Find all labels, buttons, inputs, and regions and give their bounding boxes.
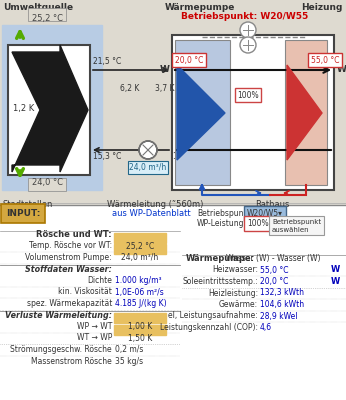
Text: Rathaus: Rathaus	[255, 200, 289, 209]
Bar	[308, 53, 342, 67]
Text: 20,0 °C: 20,0 °C	[260, 277, 288, 286]
Polygon shape	[287, 65, 322, 160]
Text: 104,6 kWth: 104,6 kWth	[260, 300, 304, 309]
Text: 16,3 °C: 16,3 °C	[173, 152, 201, 161]
Text: Gewärme:: Gewärme:	[219, 300, 258, 309]
Text: 1,2 K: 1,2 K	[13, 104, 34, 114]
Text: 24,0 m³/h: 24,0 m³/h	[129, 163, 167, 172]
Text: Temp. Rösche vor WT:: Temp. Rösche vor WT:	[29, 242, 112, 250]
Text: Soleeintrittsstemp.:: Soleeintrittsstemp.:	[182, 277, 258, 286]
Text: 55,0 °C: 55,0 °C	[311, 56, 339, 64]
Text: W: W	[331, 277, 340, 286]
Bar	[114, 244, 166, 254]
Bar	[28, 178, 66, 191]
Text: 6,2 K: 6,2 K	[120, 84, 139, 93]
Bar	[28, 8, 66, 21]
Text: 24,0 m³/h: 24,0 m³/h	[121, 253, 158, 262]
Text: 35 kg/s: 35 kg/s	[115, 356, 143, 366]
Text: W: W	[160, 66, 170, 74]
Text: 100%: 100%	[247, 219, 268, 228]
Text: spez. Wärmekapazität: spez. Wärmekapazität	[27, 299, 112, 308]
Text: Betriebspunkt:: Betriebspunkt:	[197, 209, 254, 218]
Text: 4,6: 4,6	[260, 323, 272, 332]
Text: 132,3 kWth: 132,3 kWth	[260, 288, 304, 298]
Bar	[8, 45, 90, 175]
Text: Massenstrom Rösche: Massenstrom Rösche	[31, 356, 112, 366]
Text: 20,0 °C: 20,0 °C	[175, 56, 203, 64]
Text: Wärmepumpe: Wärmepumpe	[165, 3, 235, 12]
Text: Heizleistung:: Heizleistung:	[208, 288, 258, 298]
Polygon shape	[12, 45, 88, 172]
Text: WT → WP: WT → WP	[76, 334, 112, 342]
Text: Strömungsgeschw. Rösche: Strömungsgeschw. Rösche	[10, 345, 112, 354]
Bar	[172, 53, 206, 67]
Bar	[0, 0, 346, 205]
Text: Heizwasser:: Heizwasser:	[212, 266, 258, 274]
Text: 1,0E-06 m²/s: 1,0E-06 m²/s	[115, 288, 164, 296]
Text: kin. Viskosität: kin. Viskosität	[58, 288, 112, 296]
Text: 21,5 °C: 21,5 °C	[93, 57, 121, 66]
Text: Dichte: Dichte	[87, 276, 112, 285]
Text: 15,3 °C: 15,3 °C	[93, 152, 121, 161]
Text: Rösche und WT:: Rösche und WT:	[36, 230, 112, 239]
Bar	[285, 40, 327, 185]
Text: Stoffdaten Wasser:: Stoffdaten Wasser:	[25, 264, 112, 274]
Text: Betriebspunkt: W20/W55: Betriebspunkt: W20/W55	[181, 12, 309, 21]
Text: 25,2 °C: 25,2 °C	[31, 14, 63, 23]
Bar	[2, 25, 102, 190]
Text: WP-Leistung:: WP-Leistung:	[197, 219, 247, 228]
Text: 3,7 K: 3,7 K	[155, 84, 174, 93]
Text: W: W	[331, 266, 340, 274]
Text: W20/W5▾: W20/W5▾	[247, 209, 283, 218]
Circle shape	[139, 141, 157, 159]
Text: 1.000 kg/m³: 1.000 kg/m³	[115, 276, 162, 285]
Circle shape	[240, 22, 256, 38]
Text: 25,2 °C: 25,2 °C	[126, 242, 154, 250]
Text: 1,50 K: 1,50 K	[128, 334, 152, 342]
Text: 24,0 °C: 24,0 °C	[31, 178, 63, 187]
Text: 28,9 kWel: 28,9 kWel	[260, 312, 298, 320]
Text: Leistungskennzahl (COP):: Leistungskennzahl (COP):	[160, 323, 258, 332]
Text: Betriebspunkt
auswählen: Betriebspunkt auswählen	[272, 219, 321, 232]
Bar	[114, 232, 166, 242]
Text: 1,00 K: 1,00 K	[128, 322, 152, 331]
Bar	[114, 313, 166, 323]
Text: Volumenstrom Pumpe:: Volumenstrom Pumpe:	[25, 253, 112, 262]
Text: W: W	[337, 66, 346, 74]
Text: Wärmeleitung (˜560m): Wärmeleitung (˜560m)	[107, 200, 203, 209]
Text: 0,2 m/s: 0,2 m/s	[115, 345, 143, 354]
Text: Verluste Wärmeleitung:: Verluste Wärmeleitung:	[5, 310, 112, 320]
Text: Stadtstollen: Stadtstollen	[3, 200, 53, 209]
Bar	[172, 35, 334, 190]
Bar	[114, 324, 166, 334]
Text: Wasser (W) - Wasser (W): Wasser (W) - Wasser (W)	[226, 254, 320, 263]
Text: Heizung: Heizung	[302, 3, 343, 12]
Text: aus WP-Datenblatt: aus WP-Datenblatt	[112, 209, 191, 218]
Text: el, Leistungsaufnahme:: el, Leistungsaufnahme:	[168, 312, 258, 320]
Polygon shape	[177, 65, 225, 160]
Text: 55,0 °C: 55,0 °C	[260, 266, 289, 274]
Bar	[0, 205, 346, 400]
Text: Wärmepumpe:: Wärmepumpe:	[186, 254, 255, 263]
Text: INPUT:: INPUT:	[6, 209, 40, 218]
Bar	[175, 40, 230, 185]
Text: Umweltquelle: Umweltquelle	[3, 3, 73, 12]
Text: 4.185 J/(kg K): 4.185 J/(kg K)	[115, 299, 167, 308]
Text: 100%: 100%	[237, 90, 259, 100]
Text: WP → WT: WP → WT	[76, 322, 112, 331]
Circle shape	[240, 37, 256, 53]
